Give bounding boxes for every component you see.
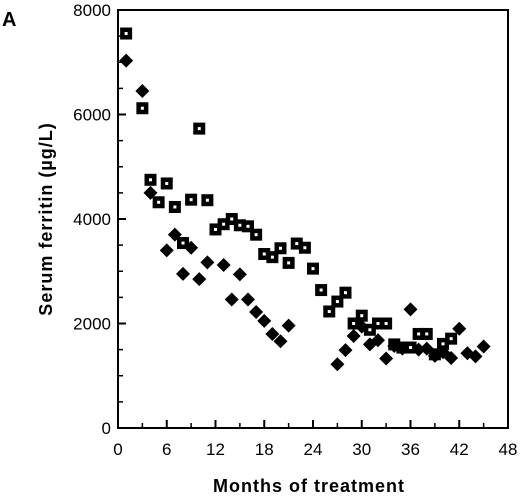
y-axis-title: Serum ferritin (µg/L): [36, 122, 56, 315]
square-marker: [282, 256, 295, 269]
x-tick-label: 0: [113, 440, 122, 459]
diamond-marker: [330, 357, 345, 372]
x-tick-label: 42: [450, 440, 469, 459]
diamond-marker: [476, 339, 491, 354]
y-tick-label: 2000: [73, 315, 111, 334]
square-marker: [168, 200, 181, 213]
x-tick-label: 30: [352, 440, 371, 459]
square-marker: [307, 262, 319, 275]
diamond-marker: [200, 255, 215, 270]
diamond-marker: [135, 83, 150, 98]
diamond-marker: [379, 351, 394, 366]
diamond-marker: [184, 240, 199, 255]
diamond-marker: [452, 321, 467, 336]
square-marker: [250, 228, 263, 241]
data-marks: [119, 27, 491, 372]
x-axis-title: Months of treatment: [213, 476, 405, 496]
diamond-marker: [354, 319, 369, 334]
square-marker: [185, 193, 198, 206]
plot-frame: [117, 9, 509, 429]
diamond-marker: [167, 227, 182, 242]
diamond-marker: [249, 305, 264, 320]
x-tick-label: 6: [162, 440, 171, 459]
diamond-marker: [281, 318, 296, 333]
x-tick-label: 18: [255, 440, 274, 459]
x-tick-label: 24: [304, 440, 323, 459]
square-marker: [298, 241, 311, 254]
y-tick-label: 4000: [73, 210, 111, 229]
diamond-marker: [143, 185, 158, 200]
y-tick-label: 0: [102, 419, 111, 438]
diamond-marker: [371, 333, 385, 348]
square-marker: [339, 286, 352, 299]
square-marker: [420, 327, 433, 340]
square-marker: [274, 242, 287, 255]
diamond-marker: [176, 266, 190, 281]
square-marker: [380, 317, 393, 330]
diamond-marker: [232, 267, 247, 282]
square-marker: [355, 309, 368, 322]
diamond-marker: [224, 292, 239, 307]
diamond-marker: [411, 342, 426, 357]
y-tick-label: 8000: [73, 1, 111, 20]
diamond-marker: [395, 341, 410, 356]
axis-ticks: 0 2000 4000 6000 8000 0 6 12 18 24 30 36 42 48: [73, 1, 517, 459]
square-marker: [445, 332, 458, 345]
x-tick-label: 36: [401, 440, 420, 459]
square-marker: [315, 284, 328, 297]
diamond-marker: [338, 343, 353, 358]
square-marker: [144, 173, 157, 186]
diamond-marker: [192, 272, 207, 287]
diamond-marker: [468, 349, 483, 364]
square-marker: [193, 122, 206, 135]
diamond-marker: [159, 243, 174, 258]
diamond-marker: [216, 257, 231, 272]
square-marker: [201, 194, 214, 207]
panel-label: A: [2, 9, 16, 31]
diamond-marker: [273, 334, 288, 349]
square-marker: [152, 196, 165, 209]
diamond-marker: [444, 350, 459, 365]
square-marker: [120, 27, 133, 40]
diamond-marker: [346, 329, 361, 344]
square-marker: [160, 177, 173, 190]
x-tick-label: 48: [499, 440, 518, 459]
y-tick-label: 6000: [73, 106, 111, 125]
diamond-marker: [119, 53, 134, 68]
diamond-marker: [257, 313, 272, 328]
diamond-marker: [265, 326, 280, 341]
square-marker: [136, 102, 149, 115]
diamond-marker: [403, 302, 418, 317]
diamond-marker: [241, 292, 255, 307]
x-tick-label: 12: [206, 440, 225, 459]
diamond-marker: [419, 341, 434, 356]
square-marker: [323, 305, 336, 318]
